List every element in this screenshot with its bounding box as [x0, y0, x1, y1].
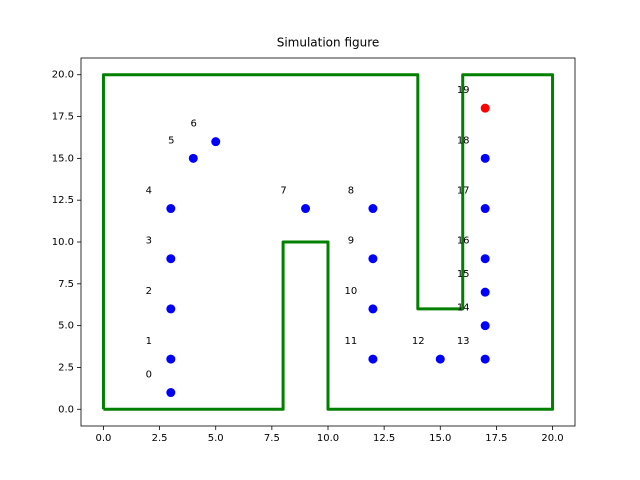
point-label: 11	[345, 336, 358, 347]
point-label: 18	[457, 135, 470, 146]
point	[480, 153, 490, 163]
point-label: 15	[457, 269, 470, 280]
point	[435, 354, 445, 364]
x-tick-label: 17.5	[485, 433, 507, 444]
point	[480, 254, 490, 264]
point-label: 16	[457, 236, 470, 247]
y-tick-label: 20.0	[52, 70, 74, 81]
point	[166, 388, 176, 398]
point	[480, 354, 490, 364]
point	[368, 254, 378, 264]
point-label: 3	[146, 236, 152, 247]
point	[211, 137, 221, 147]
point	[301, 204, 311, 214]
point	[368, 354, 378, 364]
point-label: 4	[146, 186, 152, 197]
x-tick-label: 7.5	[264, 433, 280, 444]
y-tick-label: 7.5	[58, 279, 74, 290]
point-label: 10	[345, 286, 358, 297]
point	[480, 103, 490, 113]
point	[166, 354, 176, 364]
point	[166, 304, 176, 314]
y-tick-label: 2.5	[58, 362, 74, 373]
y-tick-label: 12.5	[52, 195, 74, 206]
x-tick-label: 2.5	[152, 433, 168, 444]
point-label: 2	[146, 286, 152, 297]
point-label: 12	[412, 336, 425, 347]
point	[480, 204, 490, 214]
point-label: 19	[457, 85, 470, 96]
x-tick-label: 20.0	[541, 433, 563, 444]
point-label: 14	[457, 303, 470, 314]
x-tick-label: 0.0	[96, 433, 112, 444]
point	[166, 254, 176, 264]
point	[166, 204, 176, 214]
point-label: 0	[146, 370, 152, 381]
point-label: 13	[457, 336, 470, 347]
point	[480, 321, 490, 331]
point	[368, 204, 378, 214]
point	[368, 304, 378, 314]
x-tick-label: 10.0	[317, 433, 339, 444]
y-tick-label: 17.5	[52, 112, 74, 123]
point-label: 7	[280, 186, 286, 197]
x-tick-label: 12.5	[373, 433, 395, 444]
y-tick-label: 5.0	[58, 321, 74, 332]
y-tick-label: 15.0	[52, 153, 74, 164]
chart-title: Simulation figure	[277, 36, 380, 50]
y-tick-label: 0.0	[58, 404, 74, 415]
x-tick-label: 5.0	[208, 433, 224, 444]
y-tick-label: 10.0	[52, 237, 74, 248]
point-label: 8	[348, 186, 354, 197]
point-label: 6	[191, 119, 197, 130]
point-label: 5	[168, 135, 174, 146]
point	[480, 287, 490, 297]
boundary-line	[101, 73, 555, 411]
point	[188, 153, 198, 163]
point-label: 17	[457, 186, 470, 197]
point-label: 1	[146, 336, 152, 347]
x-tick-label: 15.0	[429, 433, 451, 444]
point-label: 9	[348, 236, 354, 247]
